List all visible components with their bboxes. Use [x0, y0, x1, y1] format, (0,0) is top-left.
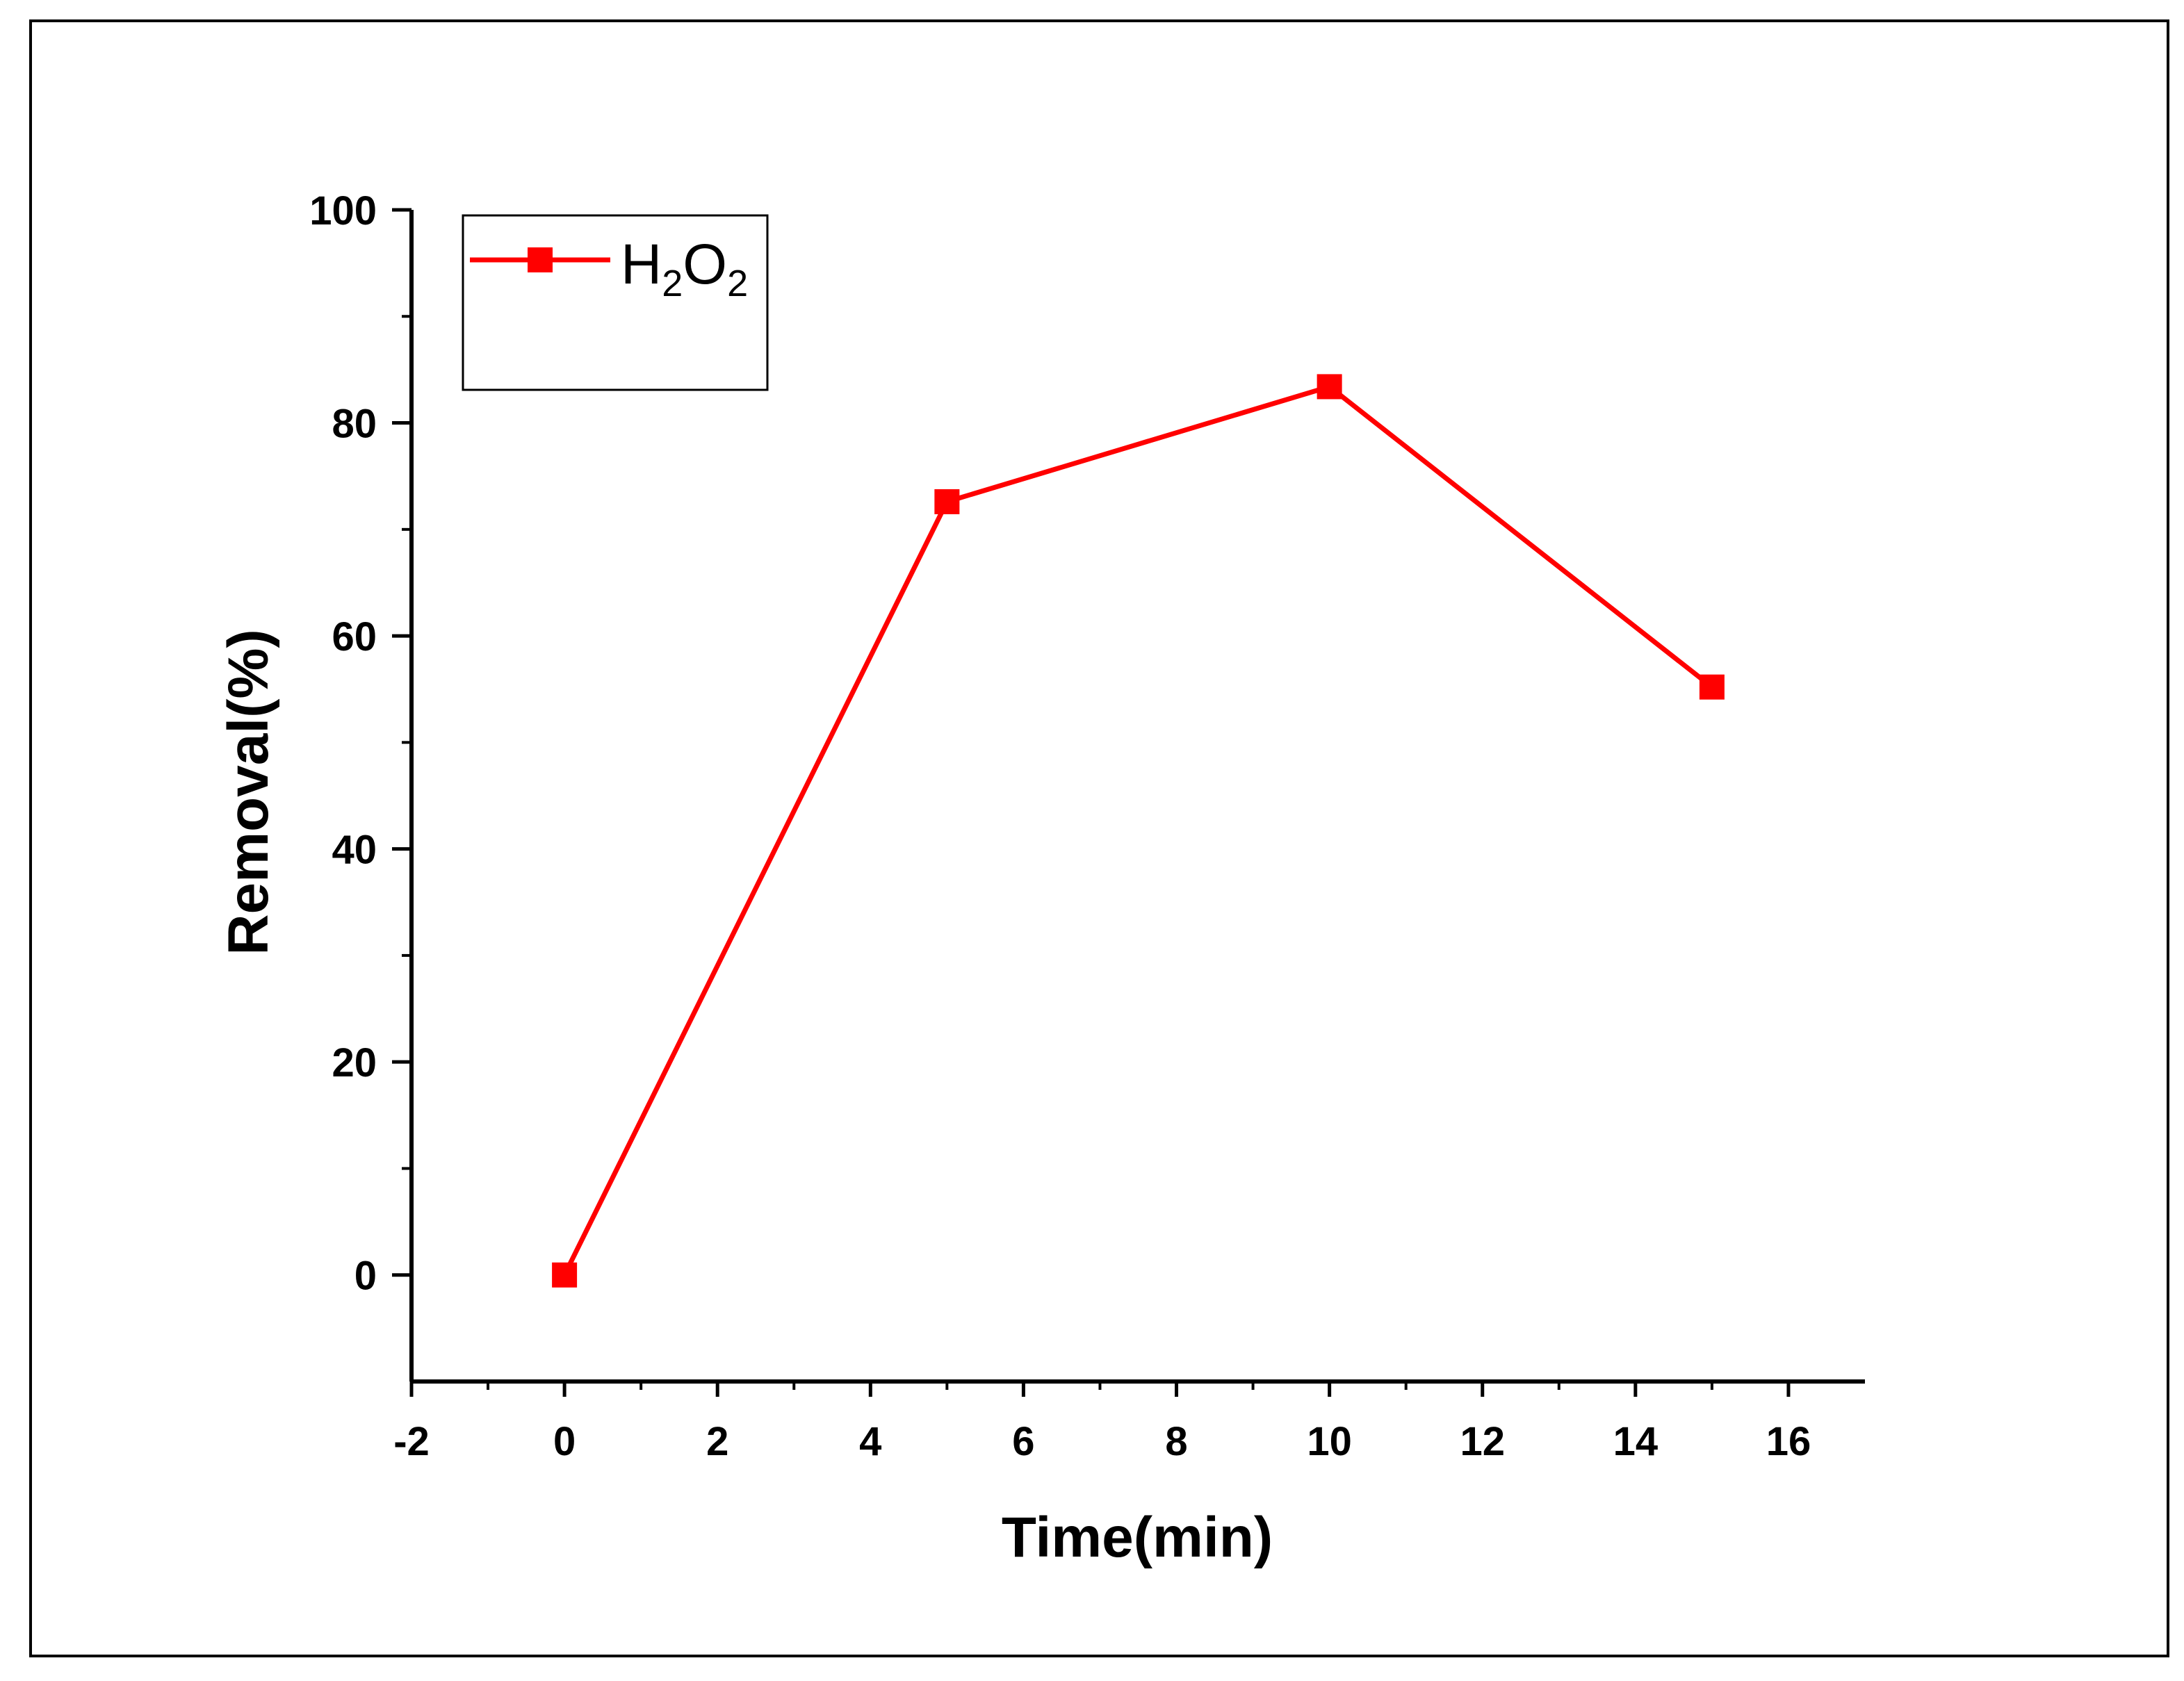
data-point: [1317, 374, 1342, 400]
legend-label-mid: O: [683, 233, 727, 296]
legend-marker: [528, 247, 553, 272]
x-axis-label: Time(min): [1002, 1506, 1273, 1569]
outer-frame: [29, 19, 2169, 1657]
legend-label-sub2: 2: [727, 263, 748, 304]
x-tick-label: 14: [1613, 1419, 1659, 1464]
x-tick-label: 10: [1307, 1419, 1352, 1464]
y-tick-label: 0: [355, 1254, 377, 1299]
legend-label: H2O2: [621, 233, 748, 304]
y-tick-label: 60: [332, 614, 377, 659]
x-tick-label: 16: [1766, 1419, 1811, 1464]
y-tick-label: 20: [332, 1040, 377, 1085]
x-tick-label: 6: [1012, 1419, 1034, 1464]
axes: [409, 210, 1865, 1384]
series-line: [562, 384, 1714, 1277]
x-tick-label: 4: [859, 1419, 881, 1464]
data-point: [552, 1262, 578, 1288]
series-layer: [552, 374, 1725, 1288]
legend-label-main: H: [621, 233, 662, 296]
data-point: [1699, 674, 1725, 700]
x-tick-label: 2: [706, 1419, 728, 1464]
x-tick-label: -2: [393, 1419, 430, 1464]
y-tick-label: 40: [332, 828, 377, 873]
legend-box: [462, 214, 769, 391]
x-tick-label: 0: [553, 1419, 576, 1464]
y-tick-label: 80: [332, 402, 377, 447]
y-tick-label: 100: [309, 188, 377, 233]
ticks: -2 0 2 4 6 8 10 12 14 16 0 20 40 60 80 100: [309, 188, 1811, 1464]
x-tick-label: 12: [1460, 1419, 1505, 1464]
legend: H2O2: [462, 214, 769, 391]
data-point: [934, 489, 960, 514]
legend-label-sub1: 2: [662, 263, 683, 304]
x-tick-label: 8: [1165, 1419, 1187, 1464]
y-axis-label: Removal(%): [217, 629, 280, 955]
